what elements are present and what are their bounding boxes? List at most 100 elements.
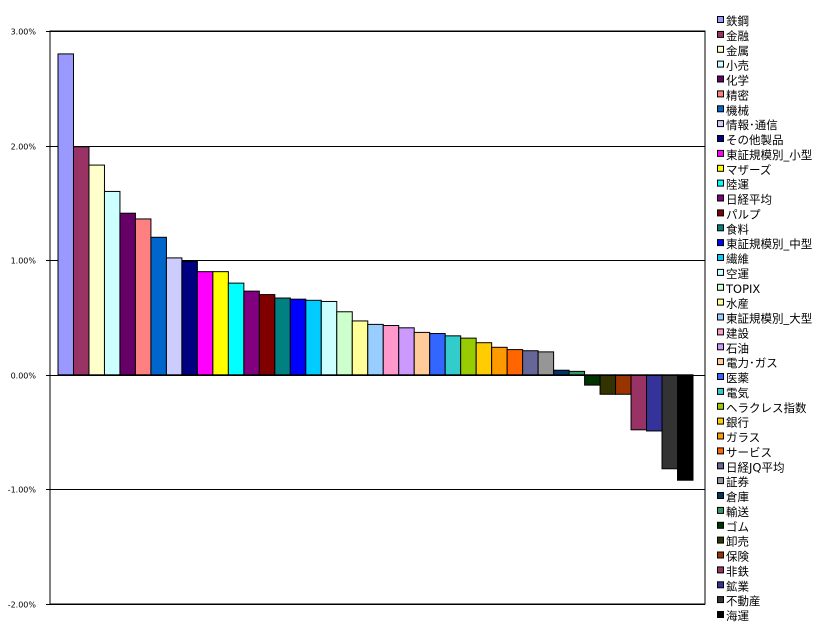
bar (429, 333, 446, 376)
legend-swatch (717, 432, 724, 440)
y-tick-label: -2.00% (8, 601, 37, 610)
bar (568, 370, 586, 376)
legend-swatch (717, 16, 724, 23)
legend-swatch (717, 536, 724, 544)
bar (165, 257, 183, 376)
bar (630, 374, 648, 431)
legend-label: 保険 (726, 550, 749, 564)
legend-label: 輸送 (726, 505, 749, 519)
bar (274, 297, 291, 376)
legend-label: 繊維 (726, 252, 749, 266)
bar (367, 323, 384, 376)
y-tick-label: 3.00% (11, 28, 37, 37)
bar (320, 300, 338, 376)
bar (289, 298, 307, 376)
bar (212, 271, 229, 376)
legend-swatch (717, 358, 724, 366)
legend-label: 金属 (726, 44, 749, 58)
legend-swatch (717, 135, 724, 142)
legend-label: 証券 (726, 475, 749, 489)
legend-label: 鉱業 (726, 579, 749, 593)
bar (57, 53, 74, 376)
legend-label: 小売 (726, 59, 749, 73)
y-tick-label: 0.00% (11, 372, 37, 381)
legend-label: 食料 (726, 222, 749, 236)
legend-swatch (717, 477, 724, 485)
legend-label: ガラス (726, 431, 760, 445)
legend-label: 化学 (726, 74, 749, 88)
legend-label: 倉庫 (726, 490, 749, 504)
legend-label: 海運 (726, 609, 749, 623)
legend-label: 鉄鋼 (726, 14, 749, 28)
legend-swatch (717, 417, 724, 425)
bar (584, 374, 601, 386)
legend-swatch (717, 30, 724, 38)
legend-label: その他製品 (726, 133, 784, 147)
legend-swatch (717, 402, 724, 410)
bar (677, 374, 694, 481)
legend-swatch (717, 462, 724, 470)
legend-swatch (717, 283, 724, 291)
legend-swatch (717, 521, 724, 529)
legend-label: 金融 (726, 29, 749, 43)
legend-swatch (717, 611, 724, 618)
bar (537, 351, 555, 376)
bar (475, 342, 493, 376)
y-tick-labels: 3.00% 2.00% 1.00% 0.00% -1.00% -2.00% (8, 28, 37, 610)
legend-swatch (717, 387, 724, 395)
legend-label: 卸売 (726, 535, 749, 549)
bar (103, 190, 121, 376)
bar (398, 327, 415, 376)
bar (72, 146, 90, 376)
legend-label: 精密 (726, 88, 749, 102)
legend-swatch (717, 492, 724, 499)
bar (351, 320, 369, 376)
legend-swatch (717, 506, 724, 514)
legend-label: ゴム (726, 520, 749, 534)
legend-label: マザーズ (726, 163, 771, 177)
bar (382, 325, 400, 376)
y-tick-label: -1.00% (8, 486, 37, 495)
bar (413, 331, 431, 376)
legend-swatch (717, 60, 724, 68)
bar (305, 299, 322, 376)
bar (522, 350, 539, 376)
legend-label: 東証規模別_小型 (726, 148, 812, 162)
legend-swatch (717, 268, 724, 276)
legend-label: 情報･通信 (726, 118, 778, 132)
y-tick-label: 2.00% (11, 143, 37, 152)
bar (646, 374, 663, 432)
legend-label: ヘラクレス指数 (726, 401, 807, 415)
bar (243, 290, 260, 376)
legend-label: 建設 (726, 326, 749, 340)
legend-swatch (717, 45, 724, 53)
legend-swatch (717, 105, 724, 113)
plot-area-border (49, 30, 706, 605)
legend-label: 東証規模別_中型 (726, 237, 812, 251)
bar (150, 236, 167, 376)
bar (336, 311, 353, 376)
legend-swatch (717, 75, 724, 83)
bar (460, 337, 477, 376)
bar (119, 212, 136, 376)
legend-swatch (717, 164, 724, 172)
legend-label: 日経JQ平均 (726, 460, 784, 474)
bar (553, 369, 570, 376)
bar (599, 374, 617, 395)
legend-label: 空運 (726, 267, 749, 281)
legend-label: 不動産 (726, 594, 761, 608)
bar (181, 260, 198, 376)
legend-swatch (717, 209, 724, 217)
y-tick-label: 1.00% (11, 257, 37, 266)
legend-swatch (717, 224, 724, 232)
bar (196, 271, 214, 376)
legend-label: 電気 (726, 386, 749, 400)
legend-swatch (717, 328, 724, 336)
legend-label: 水産 (726, 297, 749, 311)
legend: 鉄鋼金融金属小売化学精密機械情報･通信その他製品東証規模別_小型マザーズ陸運日経… (717, 14, 812, 623)
legend-label: 銀行 (726, 416, 749, 430)
legend-label: サービス (726, 445, 772, 459)
legend-label: パルプ (726, 207, 761, 221)
bar (258, 294, 276, 376)
legend-swatch (717, 343, 724, 351)
